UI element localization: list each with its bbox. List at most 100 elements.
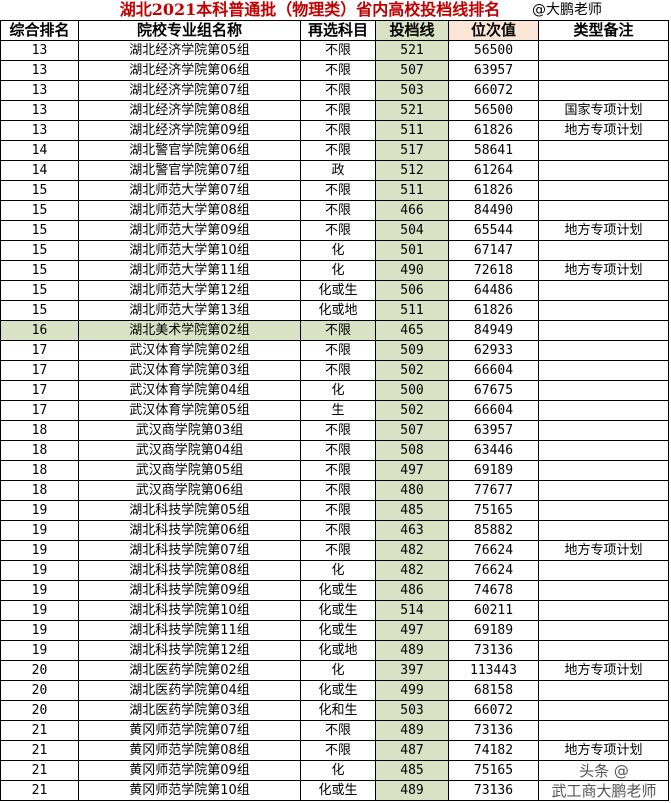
- cell-group-name[interactable]: 湖北经济学院第09组: [78, 120, 301, 141]
- cell-group-name[interactable]: 湖北科技学院第05组: [78, 500, 301, 521]
- cell-rank[interactable]: 21: [0, 780, 79, 801]
- cell-group-name[interactable]: 湖北经济学院第07组: [78, 80, 301, 101]
- cell-rank[interactable]: 19: [0, 640, 79, 661]
- cell-score[interactable]: 511: [375, 180, 449, 201]
- cell-rank[interactable]: 17: [0, 360, 79, 381]
- cell-rank-value[interactable]: 67147: [448, 240, 539, 261]
- cell-subjects[interactable]: 政: [300, 160, 376, 181]
- cell-type-note[interactable]: [538, 500, 669, 521]
- cell-type-note[interactable]: [538, 340, 669, 361]
- cell-type-note[interactable]: [538, 400, 669, 421]
- cell-rank[interactable]: 19: [0, 620, 79, 641]
- cell-rank[interactable]: 18: [0, 460, 79, 481]
- cell-score[interactable]: 482: [375, 560, 449, 581]
- header-group-name[interactable]: 院校专业组名称: [78, 20, 301, 41]
- cell-rank[interactable]: 15: [0, 180, 79, 201]
- cell-rank[interactable]: 15: [0, 280, 79, 301]
- cell-group-name[interactable]: 武汉商学院第04组: [78, 440, 301, 461]
- cell-rank-value[interactable]: 76624: [448, 540, 539, 561]
- cell-rank-value[interactable]: 75165: [448, 500, 539, 521]
- cell-group-name[interactable]: 黄冈师范学院第09组: [78, 760, 301, 781]
- cell-subjects[interactable]: 化和生: [300, 700, 376, 721]
- cell-score[interactable]: 508: [375, 440, 449, 461]
- cell-rank-value[interactable]: 113443: [448, 660, 539, 681]
- cell-rank[interactable]: 20: [0, 680, 79, 701]
- cell-rank[interactable]: 13: [0, 80, 79, 101]
- cell-score[interactable]: 509: [375, 340, 449, 361]
- cell-rank[interactable]: 17: [0, 380, 79, 401]
- cell-score[interactable]: 490: [375, 260, 449, 281]
- cell-rank[interactable]: 14: [0, 140, 79, 161]
- cell-score[interactable]: 487: [375, 740, 449, 761]
- cell-type-note[interactable]: [538, 320, 669, 341]
- cell-rank-value[interactable]: 66072: [448, 700, 539, 721]
- cell-subjects[interactable]: 不限: [300, 100, 376, 121]
- cell-score[interactable]: 514: [375, 600, 449, 621]
- cell-type-note[interactable]: [538, 520, 669, 541]
- cell-group-name[interactable]: 湖北经济学院第05组: [78, 40, 301, 61]
- cell-subjects[interactable]: 不限: [300, 540, 376, 561]
- cell-rank-value[interactable]: 66604: [448, 360, 539, 381]
- cell-type-note[interactable]: [538, 460, 669, 481]
- cell-rank-value[interactable]: 63957: [448, 60, 539, 81]
- cell-rank-value[interactable]: 65544: [448, 220, 539, 241]
- cell-score[interactable]: 480: [375, 480, 449, 501]
- cell-subjects[interactable]: 不限: [300, 60, 376, 81]
- cell-subjects[interactable]: 化或生: [300, 680, 376, 701]
- cell-group-name[interactable]: 湖北师范大学第08组: [78, 200, 301, 221]
- cell-score[interactable]: 500: [375, 380, 449, 401]
- cell-rank-value[interactable]: 63957: [448, 420, 539, 441]
- cell-subjects[interactable]: 不限: [300, 320, 376, 341]
- cell-group-name[interactable]: 湖北医药学院第02组: [78, 660, 301, 681]
- cell-type-note[interactable]: 地方专项计划: [538, 540, 669, 561]
- cell-group-name[interactable]: 黄冈师范学院第10组: [78, 780, 301, 801]
- cell-group-name[interactable]: 黄冈师范学院第08组: [78, 740, 301, 761]
- cell-rank[interactable]: 19: [0, 560, 79, 581]
- cell-type-note[interactable]: [538, 280, 669, 301]
- cell-type-note[interactable]: 地方专项计划: [538, 660, 669, 681]
- cell-subjects[interactable]: 不限: [300, 420, 376, 441]
- cell-score[interactable]: 512: [375, 160, 449, 181]
- cell-rank-value[interactable]: 74182: [448, 740, 539, 761]
- cell-rank-value[interactable]: 67675: [448, 380, 539, 401]
- cell-group-name[interactable]: 湖北警官学院第07组: [78, 160, 301, 181]
- cell-subjects[interactable]: 化或生: [300, 780, 376, 801]
- cell-rank-value[interactable]: 66604: [448, 400, 539, 421]
- cell-group-name[interactable]: 武汉商学院第05组: [78, 460, 301, 481]
- cell-type-note[interactable]: [538, 440, 669, 461]
- cell-rank-value[interactable]: 84949: [448, 320, 539, 341]
- header-rank[interactable]: 综合排名: [0, 20, 79, 41]
- header-rank-value[interactable]: 位次值: [448, 20, 539, 41]
- cell-rank-value[interactable]: 84490: [448, 200, 539, 221]
- cell-type-note[interactable]: [538, 780, 669, 801]
- cell-subjects[interactable]: 不限: [300, 500, 376, 521]
- cell-subjects[interactable]: 不限: [300, 180, 376, 201]
- cell-rank-value[interactable]: 58641: [448, 140, 539, 161]
- cell-group-name[interactable]: 湖北医药学院第03组: [78, 700, 301, 721]
- cell-group-name[interactable]: 湖北师范大学第13组: [78, 300, 301, 321]
- cell-rank[interactable]: 17: [0, 340, 79, 361]
- cell-subjects[interactable]: 化: [300, 760, 376, 781]
- cell-type-note[interactable]: [538, 300, 669, 321]
- cell-subjects[interactable]: 不限: [300, 720, 376, 741]
- cell-rank[interactable]: 21: [0, 720, 79, 741]
- cell-score[interactable]: 489: [375, 640, 449, 661]
- cell-score[interactable]: 506: [375, 280, 449, 301]
- cell-score[interactable]: 489: [375, 780, 449, 801]
- cell-type-note[interactable]: 地方专项计划: [538, 260, 669, 281]
- cell-rank-value[interactable]: 64486: [448, 280, 539, 301]
- cell-rank[interactable]: 19: [0, 600, 79, 621]
- cell-rank-value[interactable]: 61826: [448, 120, 539, 141]
- cell-score[interactable]: 485: [375, 500, 449, 521]
- cell-subjects[interactable]: 不限: [300, 340, 376, 361]
- cell-subjects[interactable]: 不限: [300, 740, 376, 761]
- header-score[interactable]: 投档线: [375, 20, 449, 41]
- cell-rank-value[interactable]: 66072: [448, 80, 539, 101]
- cell-group-name[interactable]: 湖北警官学院第06组: [78, 140, 301, 161]
- cell-type-note[interactable]: [538, 200, 669, 221]
- cell-group-name[interactable]: 湖北科技学院第06组: [78, 520, 301, 541]
- cell-group-name[interactable]: 湖北师范大学第10组: [78, 240, 301, 261]
- cell-score[interactable]: 503: [375, 700, 449, 721]
- cell-subjects[interactable]: 化: [300, 660, 376, 681]
- cell-score[interactable]: 485: [375, 760, 449, 781]
